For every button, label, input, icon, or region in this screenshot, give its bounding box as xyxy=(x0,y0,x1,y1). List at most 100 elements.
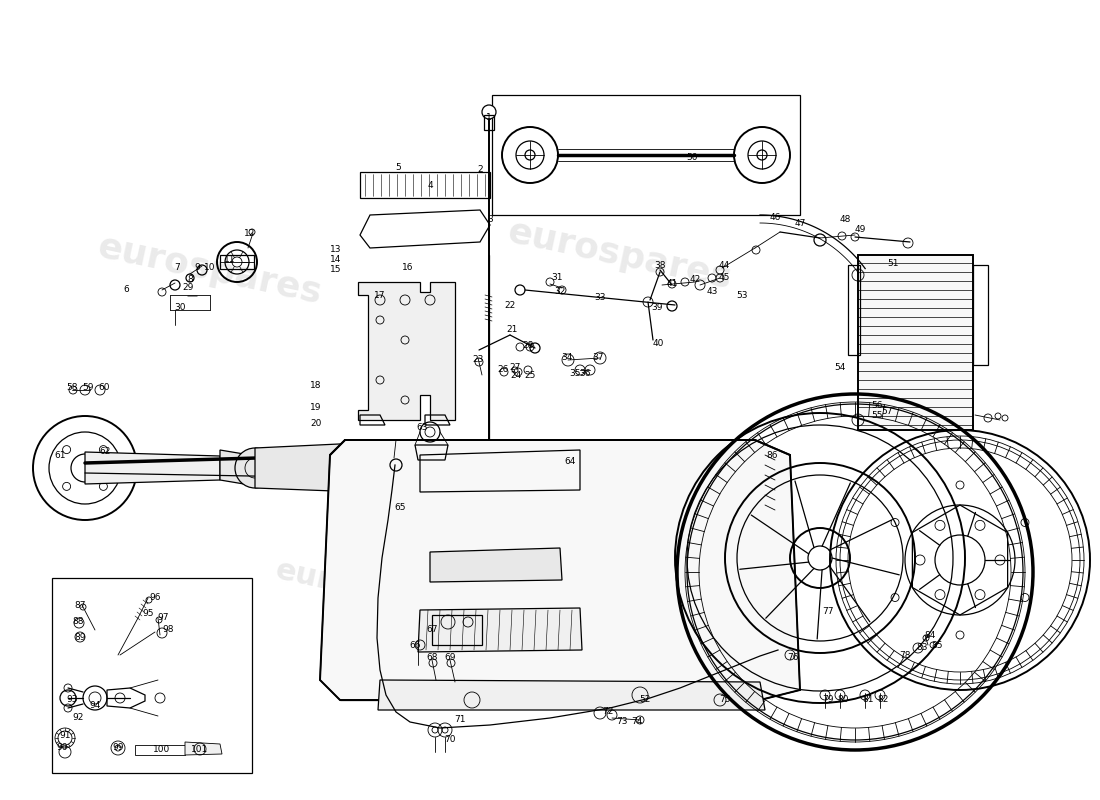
Text: 64: 64 xyxy=(564,458,575,466)
Text: 19: 19 xyxy=(310,403,321,413)
Polygon shape xyxy=(220,450,250,485)
Text: 2: 2 xyxy=(477,166,483,174)
Text: 90: 90 xyxy=(56,743,68,753)
Text: 17: 17 xyxy=(374,290,386,299)
Text: 73: 73 xyxy=(616,718,628,726)
Polygon shape xyxy=(255,443,360,492)
Text: 72: 72 xyxy=(603,707,614,717)
Text: 31: 31 xyxy=(551,274,563,282)
Bar xyxy=(974,265,988,365)
Text: 25: 25 xyxy=(525,370,536,379)
Text: 6: 6 xyxy=(123,286,129,294)
Text: eurospares: eurospares xyxy=(95,230,326,310)
Text: 92: 92 xyxy=(73,714,84,722)
Text: 68: 68 xyxy=(427,654,438,662)
Bar xyxy=(220,255,254,269)
Bar xyxy=(432,615,482,645)
Text: 20: 20 xyxy=(310,418,321,427)
Text: 59: 59 xyxy=(82,383,94,393)
Text: 74: 74 xyxy=(631,718,642,726)
Text: 50: 50 xyxy=(686,153,697,162)
Text: 71: 71 xyxy=(454,715,465,725)
Text: 69: 69 xyxy=(444,654,455,662)
Text: 51: 51 xyxy=(888,258,899,267)
Text: 49: 49 xyxy=(855,226,866,234)
Text: 22: 22 xyxy=(505,301,516,310)
Text: 67: 67 xyxy=(427,626,438,634)
Polygon shape xyxy=(320,440,800,700)
Text: 97: 97 xyxy=(157,614,168,622)
Text: 76: 76 xyxy=(788,654,799,662)
Text: 78: 78 xyxy=(900,650,911,659)
Text: 75: 75 xyxy=(719,695,730,705)
Text: 4: 4 xyxy=(427,181,432,190)
Text: 81: 81 xyxy=(862,695,873,705)
Text: 1: 1 xyxy=(486,114,492,122)
Polygon shape xyxy=(430,548,562,582)
Text: 57: 57 xyxy=(881,406,893,415)
Text: 15: 15 xyxy=(330,266,342,274)
Text: 80: 80 xyxy=(837,695,849,705)
Text: 3: 3 xyxy=(487,215,493,225)
Bar xyxy=(492,95,800,215)
Text: 86: 86 xyxy=(767,450,778,459)
Bar xyxy=(858,255,974,430)
Text: 101: 101 xyxy=(191,746,209,754)
Text: 70: 70 xyxy=(444,735,455,745)
Text: 62: 62 xyxy=(99,447,111,457)
Text: 36: 36 xyxy=(580,369,591,378)
Text: 94: 94 xyxy=(89,701,101,710)
Text: 82: 82 xyxy=(878,695,889,705)
Text: 95: 95 xyxy=(142,609,154,618)
Text: 100: 100 xyxy=(153,746,170,754)
Text: 37: 37 xyxy=(592,354,604,362)
Polygon shape xyxy=(418,608,582,652)
Text: 65: 65 xyxy=(394,503,406,513)
Text: 54: 54 xyxy=(834,363,846,373)
Text: 56: 56 xyxy=(871,402,882,410)
Text: 60: 60 xyxy=(98,383,110,393)
Text: 26: 26 xyxy=(497,366,508,374)
Text: 32: 32 xyxy=(554,287,565,297)
Text: 27: 27 xyxy=(509,363,520,373)
Text: 84: 84 xyxy=(924,630,936,639)
Text: 8: 8 xyxy=(187,275,192,285)
Text: 18: 18 xyxy=(310,381,321,390)
Bar xyxy=(135,745,185,755)
Text: 33: 33 xyxy=(594,294,606,302)
Text: 46: 46 xyxy=(769,214,781,222)
Text: 55: 55 xyxy=(871,411,882,421)
Text: 39: 39 xyxy=(651,303,662,313)
Text: 23: 23 xyxy=(472,355,484,365)
Text: 41: 41 xyxy=(667,278,678,287)
Text: 28: 28 xyxy=(522,341,534,350)
Text: eurospares: eurospares xyxy=(505,214,735,295)
Text: 52: 52 xyxy=(639,695,651,705)
Text: 66: 66 xyxy=(409,641,420,650)
Text: 98: 98 xyxy=(163,626,174,634)
Text: eurospares: eurospares xyxy=(273,556,468,624)
Text: 53: 53 xyxy=(736,290,748,299)
Text: 10: 10 xyxy=(205,263,216,273)
Polygon shape xyxy=(378,680,764,710)
Text: 14: 14 xyxy=(330,255,342,265)
Text: 9: 9 xyxy=(194,263,200,273)
Text: 96: 96 xyxy=(150,594,161,602)
Text: 91: 91 xyxy=(59,731,70,741)
Text: 43: 43 xyxy=(706,287,717,297)
Text: 21: 21 xyxy=(506,326,518,334)
Bar xyxy=(484,115,494,130)
Text: 5: 5 xyxy=(395,163,400,173)
Text: 83: 83 xyxy=(916,643,927,653)
Polygon shape xyxy=(185,742,222,755)
Text: 34: 34 xyxy=(561,354,573,362)
Circle shape xyxy=(235,448,275,488)
Text: 24: 24 xyxy=(510,370,521,379)
Bar xyxy=(52,578,252,773)
Text: 58: 58 xyxy=(66,383,78,393)
Text: 40: 40 xyxy=(652,338,663,347)
Text: 44: 44 xyxy=(718,261,729,270)
Text: 89: 89 xyxy=(75,633,86,642)
Text: 63: 63 xyxy=(416,423,428,433)
Text: 77: 77 xyxy=(823,607,834,617)
